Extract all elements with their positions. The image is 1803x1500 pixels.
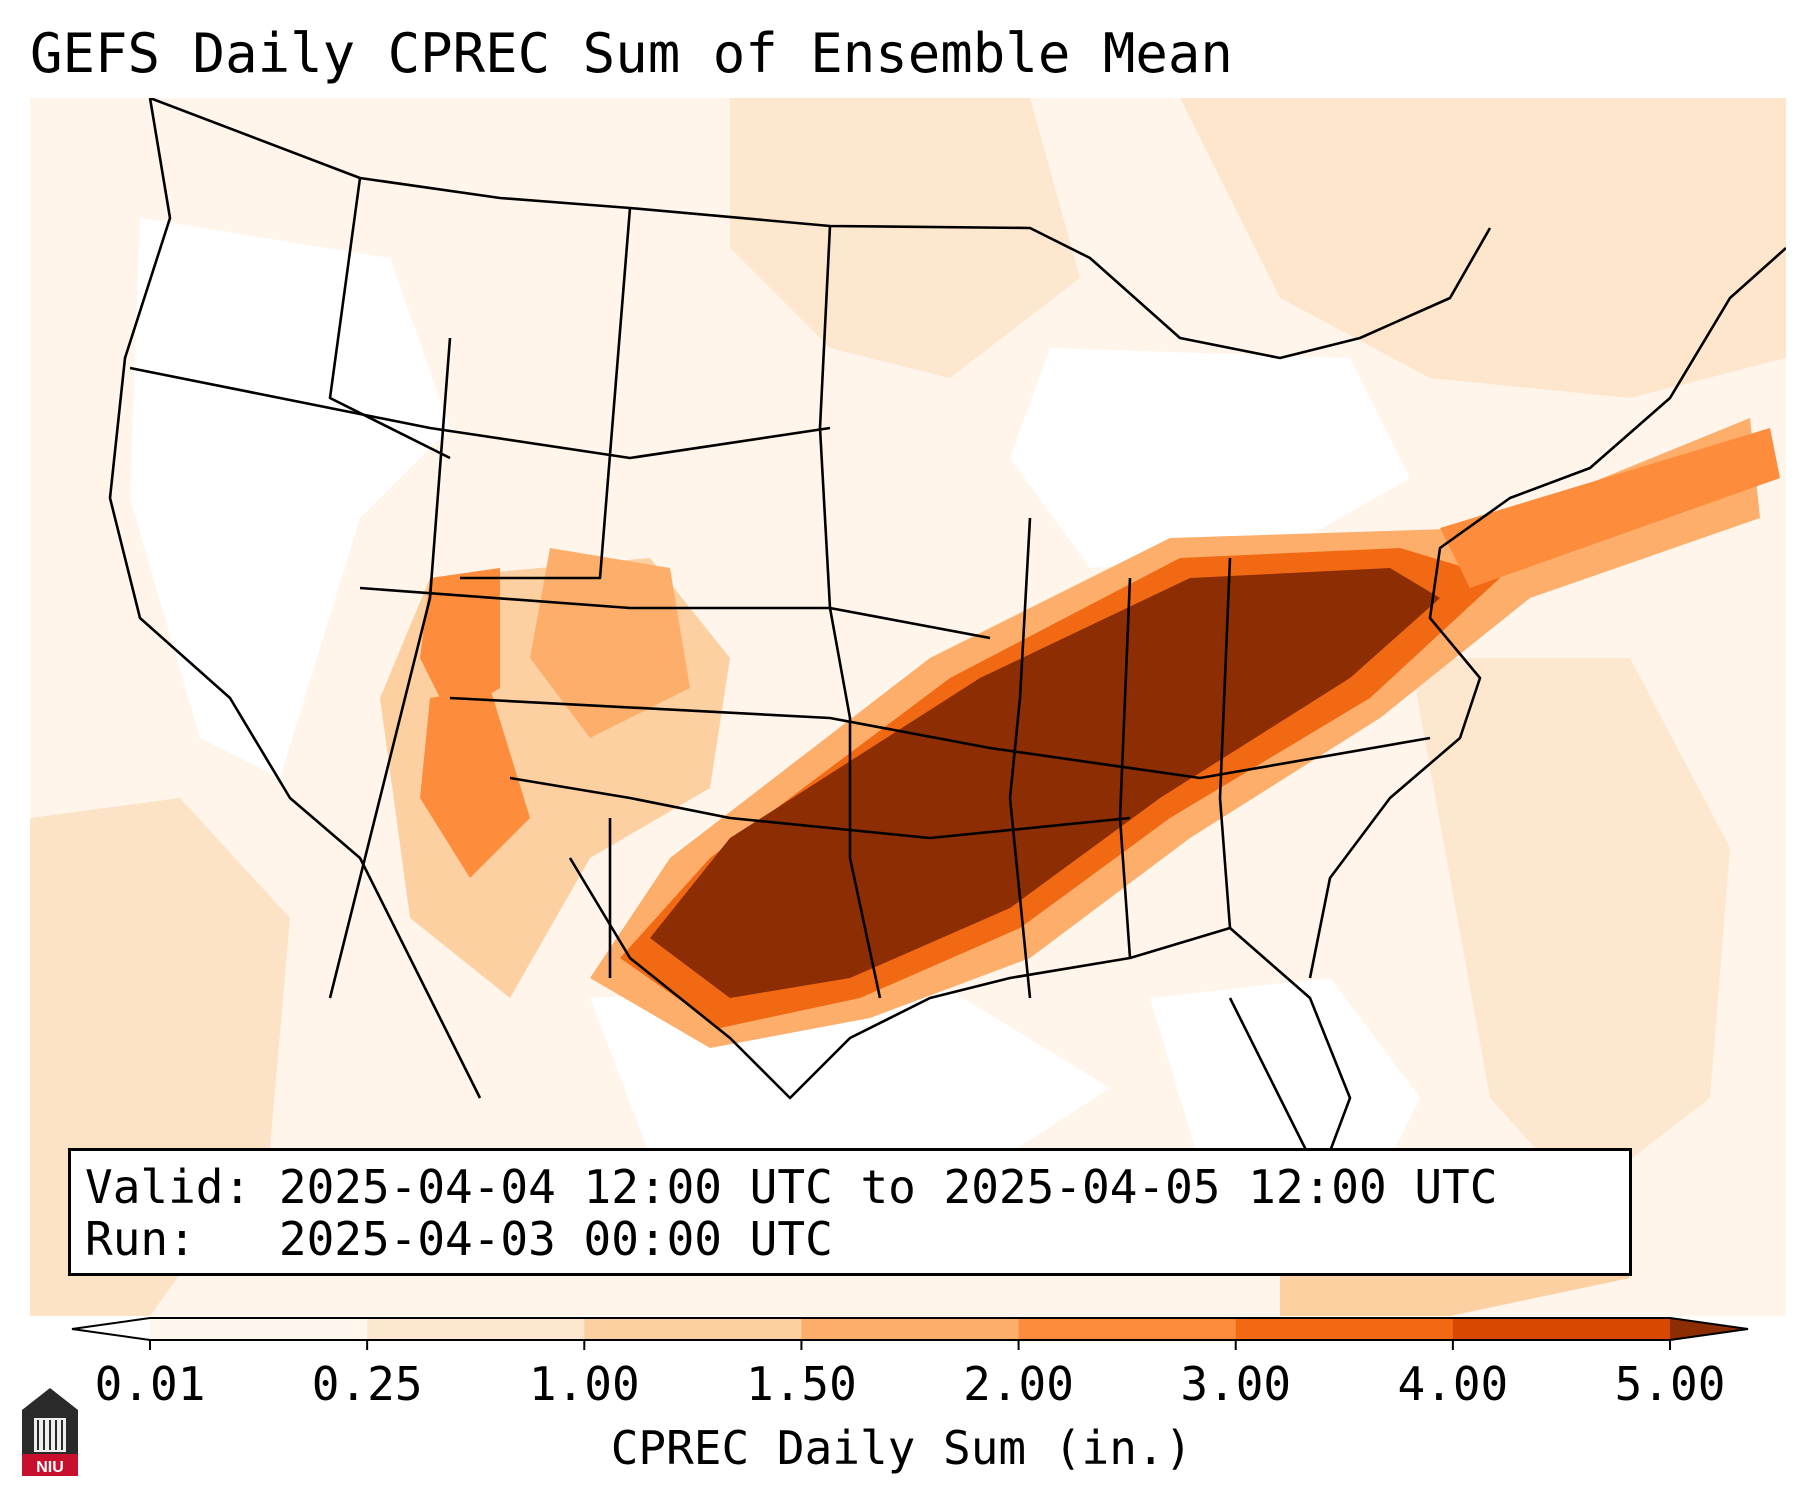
colorbar <box>71 1317 1749 1350</box>
colorbar-under-arrow <box>72 1318 150 1340</box>
precip-northeast-streak <box>1440 428 1780 588</box>
dry-area-great-lakes <box>1010 348 1410 568</box>
colorbar-segment <box>150 1318 368 1340</box>
colorbar-segment <box>801 1318 1020 1340</box>
colorbar-tick-label: 5.00 <box>1614 1357 1726 1411</box>
state-line-10 <box>1118 577 1132 959</box>
colorbar-segment <box>1018 1318 1237 1340</box>
colorbar-tick-label: 0.25 <box>311 1357 423 1411</box>
state-line-11 <box>1218 557 1232 929</box>
pacific-coastline <box>108 98 482 1099</box>
run-value: 2025-04-03 00:00 UTC <box>278 1212 833 1266</box>
colorbar-tick-label: 4.00 <box>1397 1357 1509 1411</box>
colorbar-segment <box>584 1318 802 1340</box>
colorbar-segment <box>1452 1318 1671 1340</box>
precip-colorado <box>530 548 690 738</box>
state-line-6 <box>449 696 1431 780</box>
state-line-9 <box>1008 517 1032 999</box>
state-line-5 <box>359 586 991 640</box>
state-line-4 <box>460 207 632 580</box>
precip-band-core <box>650 568 1440 998</box>
valid-label: Valid: <box>85 1160 252 1214</box>
precip-arizona <box>420 688 530 878</box>
valid-time-box: Valid: 2025-04-04 12:00 UTC to 2025-04-0… <box>68 1148 1632 1276</box>
logo-text: NIU <box>36 1459 64 1476</box>
state-line-2 <box>328 337 452 999</box>
colorbar-segment <box>367 1318 585 1340</box>
map-borders <box>108 98 1786 1180</box>
state-line-1 <box>328 177 451 460</box>
light-precip-atlantic <box>1410 658 1730 1198</box>
valid-value: 2025-04-04 12:00 UTC to 2025-04-05 12:00… <box>278 1160 1498 1214</box>
atlantic-coastline <box>1308 247 1786 979</box>
colorbar-label: CPREC Daily Sum (in.) <box>610 1421 1193 1475</box>
precipitation-map <box>30 98 1786 1316</box>
colorbar-tick-label: 0.01 <box>94 1357 206 1411</box>
light-precip-canada <box>1180 98 1786 398</box>
logo-banner <box>22 1454 78 1476</box>
dry-area-southeast <box>1150 978 1420 1198</box>
valid-line: Valid: 2025-04-04 12:00 UTC to 2025-04-0… <box>85 1161 1497 1213</box>
light-precip-northern-plains <box>730 98 1080 378</box>
logo-tower-lines <box>37 1420 63 1450</box>
dry-area-west <box>130 218 450 778</box>
run-line: Run: 2025-04-03 00:00 UTC <box>85 1213 833 1265</box>
precip-utah <box>420 568 500 718</box>
state-line-8 <box>818 225 882 999</box>
run-label: Run: <box>85 1212 196 1266</box>
us-canada-border <box>149 98 1492 360</box>
colorbar-segment <box>1235 1318 1454 1340</box>
niu-logo: NIU <box>22 1388 78 1476</box>
colorbar-tick-label: 1.00 <box>528 1357 640 1411</box>
map-title: GEFS Daily CPREC Sum of Ensemble Mean <box>30 22 1233 85</box>
state-line-3 <box>129 366 831 460</box>
state-line-7 <box>509 776 1131 840</box>
precip-field <box>30 98 1786 1316</box>
colorbar-tick-label: 3.00 <box>1180 1357 1292 1411</box>
colorbar-tick-label: 2.00 <box>963 1357 1074 1411</box>
colorbar-tick-label: 1.50 <box>746 1357 857 1411</box>
colorbar-over-arrow <box>1670 1318 1748 1340</box>
